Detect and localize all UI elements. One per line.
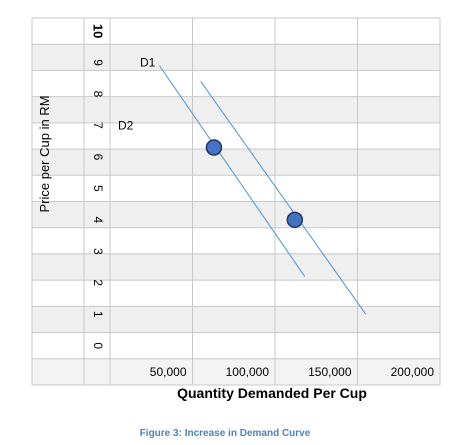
series-line-d1 — [159, 65, 306, 277]
y-axis-label: Price per Cup in RM — [37, 95, 52, 212]
data-points — [205, 139, 304, 229]
series-labels: D1 D2 — [118, 56, 156, 133]
y-tick-label: 6 — [91, 154, 105, 161]
x-tick-label: 50,000 — [150, 365, 187, 379]
x-tick-label: 150,000 — [308, 365, 352, 379]
row-band — [32, 306, 440, 333]
data-point — [286, 211, 304, 229]
y-tick-label: 10 — [91, 24, 106, 38]
y-tick-label: 5 — [91, 185, 105, 192]
row-band — [32, 44, 440, 71]
y-tick-label: 7 — [91, 122, 105, 129]
y-tick-label: 3 — [91, 248, 105, 255]
y-tick-label: 4 — [91, 217, 105, 224]
x-label-row-band — [32, 358, 440, 385]
y-tick-label: 2 — [91, 279, 105, 286]
figure-caption: Figure 3: Increase in Demand Curve — [140, 428, 311, 439]
series-line-d2 — [200, 81, 367, 315]
row-band — [32, 96, 440, 123]
series-label-d2: D2 — [118, 118, 134, 132]
series-label-d1: D1 — [140, 56, 156, 70]
y-tick-labels: 0 1 2 3 4 5 6 7 8 9 10 — [91, 24, 106, 349]
y-tick-label: 9 — [91, 59, 105, 66]
row-band — [32, 149, 440, 176]
y-tick-label: 1 — [91, 311, 105, 318]
x-tick-labels: 50,000 100,000 150,000 200,000 — [150, 365, 435, 379]
row-bands — [32, 44, 440, 385]
y-tick-label: 0 — [91, 342, 105, 349]
series-lines — [159, 65, 367, 315]
row-band — [32, 201, 440, 228]
y-tick-label: 8 — [91, 91, 105, 98]
row-band — [32, 253, 440, 281]
data-point — [205, 139, 223, 156]
grid-lines — [31, 17, 441, 386]
x-tick-label: 100,000 — [226, 365, 270, 379]
x-tick-label: 200,000 — [391, 365, 435, 379]
x-axis-label: Quantity Demanded Per Cup — [177, 385, 367, 401]
